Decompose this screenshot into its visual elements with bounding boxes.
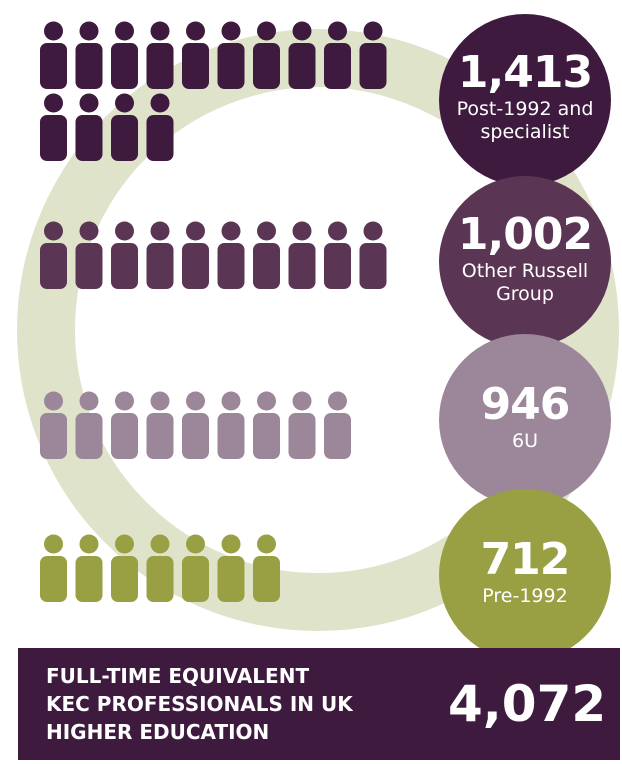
category-label: Pre-1992 <box>482 584 568 607</box>
person-icon <box>75 93 103 161</box>
total-text: FULL-TIME EQUIVALENT KEC PROFESSIONALS IN… <box>46 662 353 746</box>
person-icon <box>182 534 209 602</box>
total-line: FULL-TIME EQUIVALENT <box>46 664 310 688</box>
value-label: 712 <box>480 533 571 585</box>
person-icon <box>217 534 245 602</box>
person-icon <box>111 93 138 161</box>
value-label: 946 <box>480 378 571 430</box>
person-icon <box>146 534 174 602</box>
ring <box>17 29 619 631</box>
person-icon <box>111 21 138 89</box>
person-icon <box>253 221 280 289</box>
bubble <box>439 489 611 661</box>
person-icon <box>324 221 351 289</box>
person-icon <box>40 534 67 602</box>
person-icon <box>288 221 316 289</box>
total-box: FULL-TIME EQUIVALENT KEC PROFESSIONALS IN… <box>18 648 620 760</box>
bubble-text: 1,002 Other Russell Group <box>440 210 610 306</box>
person-icon <box>75 534 103 602</box>
person-icon <box>217 221 245 289</box>
category-label: 6U <box>512 429 538 452</box>
person-icon <box>288 391 316 459</box>
category-label: Other Russell Group <box>461 260 589 305</box>
person-icon <box>182 221 209 289</box>
person-icon <box>111 534 138 602</box>
person-icon <box>217 21 245 89</box>
person-icon <box>217 391 245 459</box>
person-icon <box>75 391 103 459</box>
person-icon <box>359 221 387 289</box>
person-icon <box>324 21 351 89</box>
person-icon <box>253 21 280 89</box>
person-icon <box>111 221 138 289</box>
person-icon <box>253 391 280 459</box>
bubble <box>439 14 611 186</box>
person-icon <box>75 21 103 89</box>
person-icon <box>146 221 174 289</box>
person-icon <box>359 21 387 89</box>
bubble-text: 1,413 Post-1992 and specialist <box>440 48 610 144</box>
person-icon <box>146 93 174 161</box>
category-label: Post-1992 and specialist <box>456 98 594 143</box>
person-icon <box>253 534 280 602</box>
person-icon <box>40 391 67 459</box>
bubble <box>439 176 611 348</box>
person-icon <box>324 391 351 459</box>
person-icon <box>182 21 209 89</box>
person-icon <box>111 391 138 459</box>
person-icon <box>40 221 67 289</box>
bubble-text: 946 6U <box>440 378 610 453</box>
value-label: 1,002 <box>457 209 593 260</box>
total-value: 4,072 <box>448 675 607 733</box>
person-icon <box>75 221 103 289</box>
total-line: KEC PROFESSIONALS IN UK <box>46 692 353 716</box>
bubble <box>439 334 611 506</box>
value-label: 1,413 <box>457 47 593 98</box>
total-line: HIGHER EDUCATION <box>46 720 270 744</box>
person-icon <box>182 391 209 459</box>
person-icon <box>40 93 67 161</box>
person-icon <box>288 21 316 89</box>
bubble-text: 712 Pre-1992 <box>440 533 610 608</box>
person-icon <box>146 391 174 459</box>
person-icon <box>40 21 67 89</box>
person-icon <box>146 21 174 89</box>
